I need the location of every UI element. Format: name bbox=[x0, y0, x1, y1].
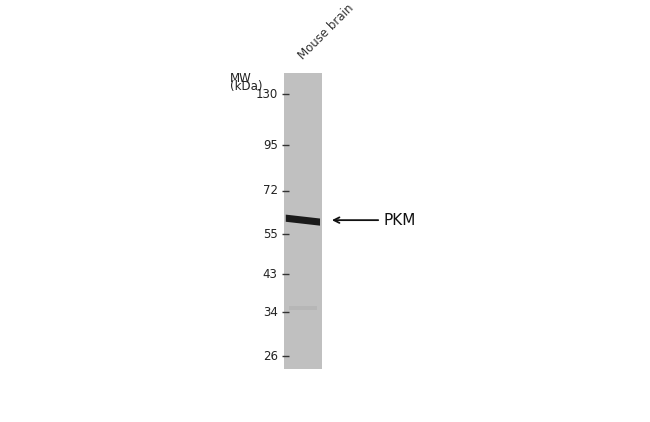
Text: Mouse brain: Mouse brain bbox=[296, 2, 357, 62]
Text: 43: 43 bbox=[263, 268, 278, 281]
Text: 26: 26 bbox=[263, 349, 278, 362]
Polygon shape bbox=[286, 215, 320, 226]
Text: (kDa): (kDa) bbox=[230, 80, 263, 93]
Text: 72: 72 bbox=[263, 184, 278, 197]
Text: 34: 34 bbox=[263, 306, 278, 319]
Text: 55: 55 bbox=[263, 228, 278, 241]
Bar bbox=[284, 73, 322, 369]
Polygon shape bbox=[289, 306, 317, 310]
Text: MW: MW bbox=[230, 72, 252, 85]
Text: 130: 130 bbox=[255, 88, 278, 101]
Text: PKM: PKM bbox=[384, 213, 416, 227]
Text: 95: 95 bbox=[263, 139, 278, 152]
